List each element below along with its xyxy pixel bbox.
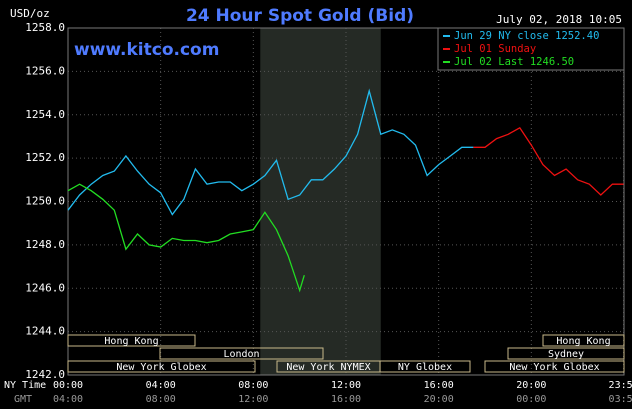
session-box — [379, 360, 471, 373]
x2-axis-label: GMT — [14, 394, 32, 405]
y-tick-label: 1256.0 — [25, 64, 65, 77]
y-tick-label: 1254.0 — [25, 108, 65, 121]
timestamp: July 02, 2018 10:05 — [496, 13, 622, 26]
session-label: New York Globex — [116, 362, 206, 373]
x2-tick-label: 04:00 — [53, 394, 83, 405]
plot-underlay — [67, 27, 625, 376]
session-box — [67, 360, 256, 373]
session-box — [507, 347, 625, 360]
session-label: Sydney — [548, 349, 584, 360]
x-axis-label: NY Time — [4, 380, 46, 391]
x-tick-label: 00:00 — [53, 380, 83, 391]
session-label: Hong Kong — [104, 336, 158, 347]
price-line — [473, 126, 624, 196]
session-label: New York Globex — [509, 362, 599, 373]
x2-tick-label: 16:00 — [331, 394, 361, 405]
y-tick-label: 1250.0 — [25, 195, 65, 208]
legend-label: Jul 02 Last 1246.50 — [454, 56, 574, 68]
price-line — [67, 88, 474, 216]
y-tick-label: 1252.0 — [25, 151, 65, 164]
session-box — [67, 334, 196, 347]
x2-tick-label: 08:00 — [146, 394, 176, 405]
y-tick-label: 1246.0 — [25, 281, 65, 294]
legend-label: Jun 29 NY close 1252.40 — [454, 30, 599, 42]
session-box — [542, 334, 625, 347]
y-tick-label: 1242.0 — [25, 368, 65, 381]
x2-tick-label: 12:00 — [238, 394, 268, 405]
x-tick-label: 12:00 — [331, 380, 361, 391]
session-label: New York NYMEX — [286, 362, 370, 373]
price-line — [67, 183, 305, 293]
x2-tick-label: 00:00 — [516, 394, 546, 405]
y-tick-label: 1244.0 — [25, 325, 65, 338]
x-tick-label: 23:59 — [609, 380, 632, 391]
y-tick-label: 1248.0 — [25, 238, 65, 251]
session-label: Hong Kong — [556, 336, 610, 347]
x-tick-label: 20:00 — [516, 380, 546, 391]
plot-frame — [67, 27, 625, 376]
y-axis-label: USD/oz — [10, 7, 50, 20]
session-label: London — [223, 349, 259, 360]
session-label: NY Globex — [398, 362, 452, 373]
x-tick-label: 04:00 — [146, 380, 176, 391]
x-tick-label: 08:00 — [238, 380, 268, 391]
x-tick-label: 16:00 — [424, 380, 454, 391]
legend-label: Jul 01 Sunday — [454, 43, 536, 55]
x2-tick-label: 03:59 — [609, 394, 632, 405]
session-box — [159, 347, 324, 360]
legend-box — [437, 27, 625, 71]
session-box — [484, 360, 625, 373]
y-tick-label: 1258.0 — [25, 21, 65, 34]
chart-title: 24 Hour Spot Gold (Bid) — [186, 6, 414, 26]
x2-tick-label: 20:00 — [424, 394, 454, 405]
website: www.kitco.com — [74, 40, 219, 60]
